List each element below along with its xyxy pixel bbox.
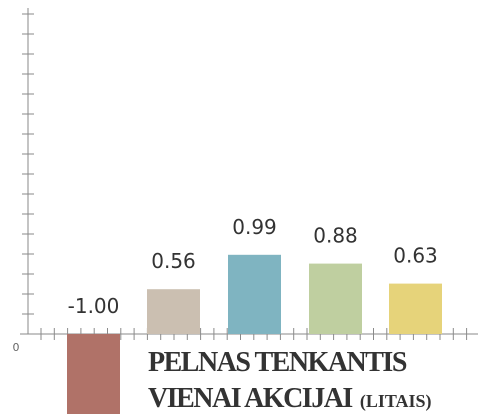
chart-title: PELNAS TENKANTIS [148, 347, 407, 378]
bar [228, 254, 281, 334]
bar [309, 263, 362, 334]
chart-title-line: VIENAI AKCIJAI (LITAIS) [148, 383, 432, 414]
bar [67, 334, 120, 414]
bar [389, 283, 442, 334]
value-label: 0.56 [151, 249, 196, 273]
unit-label: (LITAIS) [360, 391, 432, 412]
value-label: 0.99 [232, 215, 277, 239]
chart-title: VIENAI AKCIJAI [148, 383, 352, 414]
value-label: -1.00 [68, 294, 120, 318]
y-tick-label: 0 [13, 341, 20, 354]
value-label: 0.88 [313, 224, 358, 248]
bar [147, 289, 200, 334]
value-label: 0.63 [393, 244, 438, 268]
